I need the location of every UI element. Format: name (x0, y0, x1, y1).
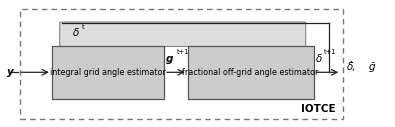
Text: t+1: t+1 (177, 49, 189, 55)
Text: t: t (82, 24, 85, 30)
Text: integral grid angle estimator: integral grid angle estimator (50, 68, 166, 77)
Bar (188, 46, 314, 99)
Text: IOTCE: IOTCE (301, 104, 335, 114)
FancyBboxPatch shape (60, 22, 306, 46)
Text: t+1: t+1 (324, 49, 337, 55)
Bar (52, 46, 164, 99)
Text: ğ: ğ (369, 62, 375, 72)
Text: g: g (166, 54, 173, 64)
Text: δ: δ (73, 28, 79, 38)
Text: δ̂,: δ̂, (347, 62, 357, 72)
Bar (21, 10, 343, 119)
Text: fractional off-grid angle estimator: fractional off-grid angle estimator (182, 68, 319, 77)
Text: δ: δ (316, 54, 322, 64)
Text: y: y (7, 67, 13, 77)
